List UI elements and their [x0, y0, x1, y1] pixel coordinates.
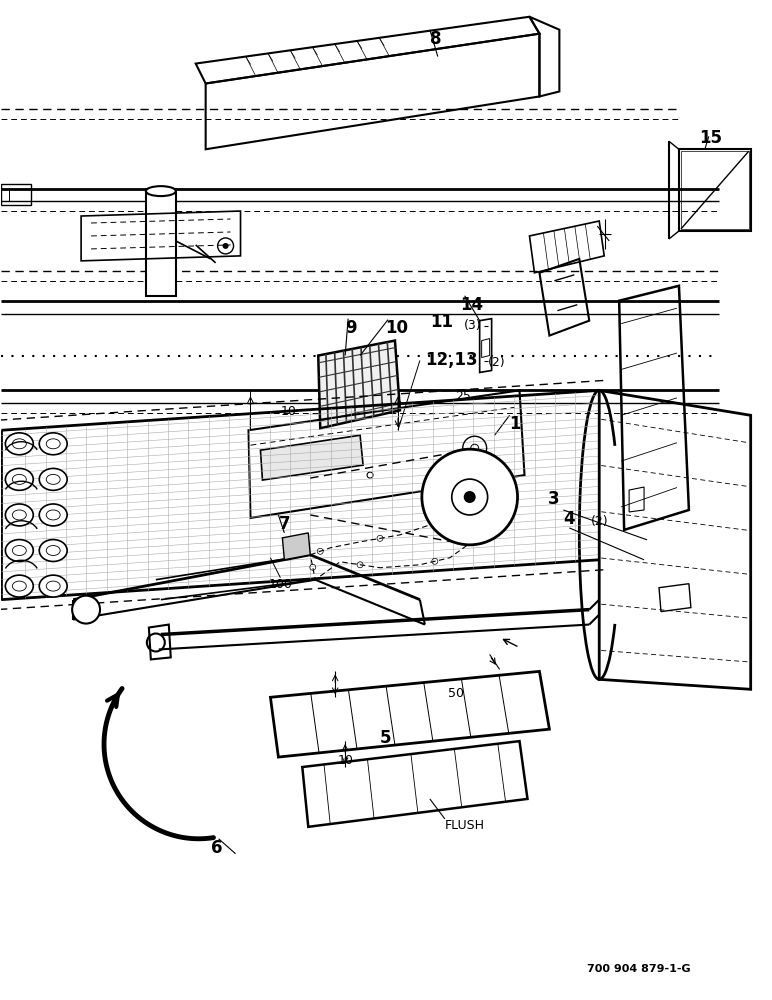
Circle shape [72, 596, 100, 624]
Text: FLUSH: FLUSH [445, 819, 485, 832]
Circle shape [464, 491, 476, 503]
Ellipse shape [5, 575, 33, 597]
Text: 2: 2 [469, 450, 481, 468]
Polygon shape [318, 341, 400, 428]
Text: 12,13: 12,13 [425, 351, 478, 369]
Text: (2): (2) [488, 356, 505, 369]
Text: (3): (3) [464, 319, 482, 332]
Text: 4: 4 [564, 510, 575, 528]
Ellipse shape [5, 540, 33, 561]
Circle shape [222, 243, 229, 249]
Text: 14: 14 [460, 296, 482, 314]
Polygon shape [260, 435, 363, 480]
Text: 25: 25 [455, 390, 471, 403]
Text: 11: 11 [430, 313, 453, 331]
Text: 700 904 879-1-G: 700 904 879-1-G [587, 964, 691, 974]
Polygon shape [283, 533, 310, 560]
Ellipse shape [146, 186, 176, 196]
Text: 10: 10 [280, 405, 296, 418]
Text: 50: 50 [448, 687, 464, 700]
Text: 15: 15 [699, 129, 722, 147]
Text: (2): (2) [591, 515, 609, 528]
Ellipse shape [39, 433, 67, 455]
Text: 3: 3 [547, 490, 559, 508]
Text: 7: 7 [279, 515, 290, 533]
Text: 100: 100 [269, 578, 293, 591]
Ellipse shape [5, 433, 33, 455]
Text: 9: 9 [345, 319, 357, 337]
Text: 10: 10 [385, 319, 408, 337]
Text: 8: 8 [430, 30, 442, 48]
Text: 1: 1 [510, 415, 521, 433]
Ellipse shape [5, 504, 33, 526]
Ellipse shape [39, 468, 67, 490]
Polygon shape [146, 189, 176, 296]
Ellipse shape [5, 468, 33, 490]
Ellipse shape [39, 504, 67, 526]
Polygon shape [479, 319, 492, 372]
Text: 10: 10 [337, 754, 353, 767]
Ellipse shape [39, 575, 67, 597]
Text: 6: 6 [211, 839, 222, 857]
Ellipse shape [39, 540, 67, 561]
Circle shape [422, 449, 517, 545]
Text: 5: 5 [380, 729, 391, 747]
